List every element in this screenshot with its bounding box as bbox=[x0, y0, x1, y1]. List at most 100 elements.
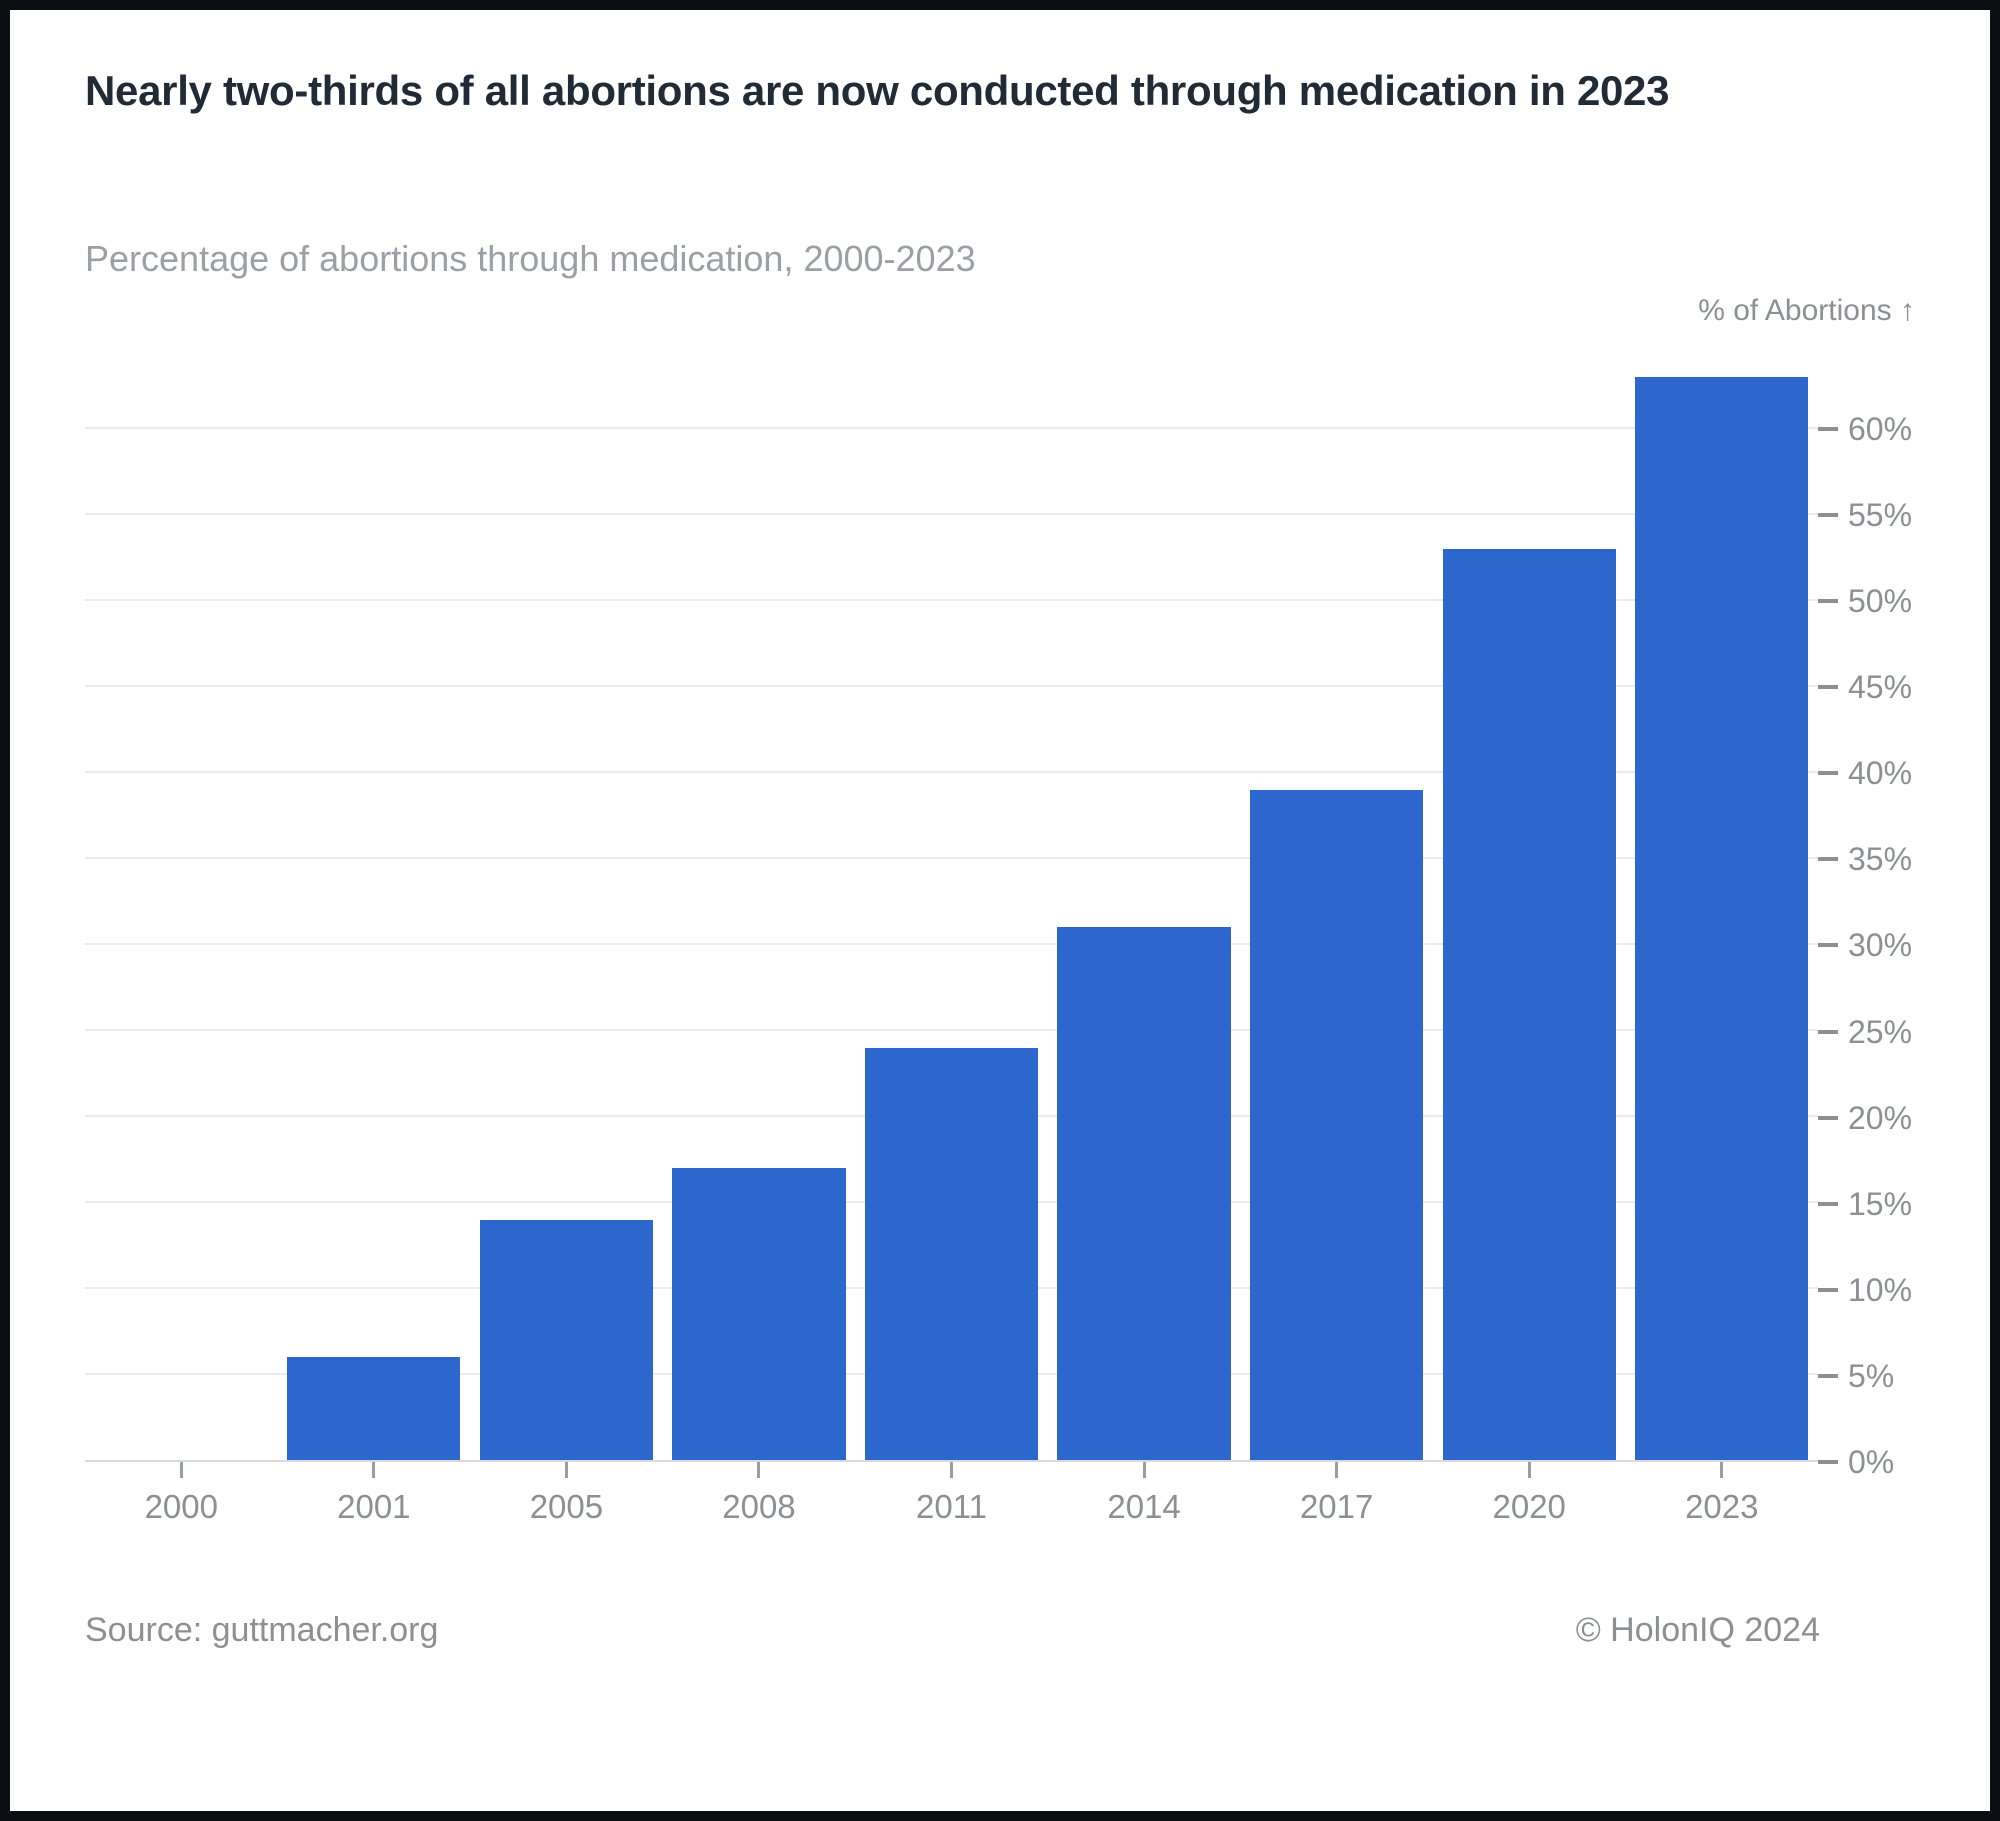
x-tick-mark bbox=[179, 1462, 183, 1479]
y-tick-5pct: 5% bbox=[1818, 1359, 1894, 1393]
bar-2023 bbox=[1635, 376, 1809, 1461]
gridline-50pct bbox=[85, 599, 1818, 602]
bar-slot-2014 bbox=[1048, 342, 1241, 1461]
source-note: Source: guttmacher.org bbox=[85, 1611, 439, 1650]
bar-slot-2000 bbox=[85, 342, 278, 1460]
bar-chart: % of Abortions ↑ 0% 5% 10% 15% 20% 25% 30% 35% 4… bbox=[85, 294, 1915, 1526]
x-tick-mark bbox=[757, 1462, 761, 1479]
x-slot-2014: 2014 bbox=[1048, 1462, 1241, 1526]
y-tick-mark bbox=[1818, 1115, 1838, 1120]
x-tick-label-2001: 2001 bbox=[337, 1488, 411, 1526]
x-slot-2000: 2000 bbox=[85, 1462, 278, 1526]
y-tick-label: 15% bbox=[1848, 1185, 1913, 1222]
y-tick-20pct: 20% bbox=[1818, 1101, 1912, 1135]
y-tick-50pct: 50% bbox=[1818, 584, 1912, 618]
x-tick-label-2005: 2005 bbox=[529, 1488, 604, 1526]
x-tick-mark bbox=[1527, 1462, 1531, 1479]
x-tick-label-2017: 2017 bbox=[1299, 1488, 1374, 1526]
y-tick-label: 60% bbox=[1848, 410, 1913, 447]
y-tick-mark bbox=[1818, 512, 1838, 517]
gridline-30pct bbox=[85, 943, 1818, 946]
y-tick-mark bbox=[1818, 598, 1838, 603]
x-tick-mark bbox=[372, 1462, 376, 1479]
bar-2014 bbox=[1057, 927, 1231, 1461]
y-tick-mark bbox=[1818, 1374, 1838, 1379]
chart-card: Nearly two-thirds of all abortions are n… bbox=[10, 10, 1990, 1811]
y-tick-mark bbox=[1818, 685, 1838, 690]
y-tick-55pct: 55% bbox=[1818, 498, 1912, 532]
x-tick-mark bbox=[1720, 1462, 1724, 1479]
x-tick-mark bbox=[950, 1462, 954, 1479]
bar-slot-2017 bbox=[1240, 342, 1433, 1461]
plot-area bbox=[85, 342, 1819, 1463]
y-tick-0pct: 0% bbox=[1818, 1445, 1894, 1479]
gridline-25pct bbox=[85, 1029, 1818, 1032]
y-tick-45pct: 45% bbox=[1818, 670, 1912, 704]
gridline-40pct bbox=[85, 771, 1818, 774]
chart-subtitle: Percentage of abortions through medicati… bbox=[85, 238, 976, 280]
y-tick-mark bbox=[1818, 1460, 1838, 1465]
x-slot-2001: 2001 bbox=[278, 1462, 471, 1526]
x-slot-2020: 2020 bbox=[1433, 1462, 1626, 1526]
y-tick-mark bbox=[1818, 426, 1838, 431]
x-tick-label-2023: 2023 bbox=[1685, 1488, 1759, 1526]
y-tick-mark bbox=[1818, 857, 1838, 862]
y-tick-30pct: 30% bbox=[1818, 928, 1912, 962]
bar-2020 bbox=[1442, 548, 1616, 1461]
bar-2011 bbox=[864, 1047, 1039, 1461]
x-slot-2005: 2005 bbox=[470, 1462, 663, 1526]
x-tick-mark bbox=[1142, 1462, 1146, 1479]
x-tick-label-2008: 2008 bbox=[722, 1488, 796, 1526]
y-tick-label: 50% bbox=[1848, 582, 1913, 619]
y-tick-label: 35% bbox=[1848, 841, 1913, 878]
x-slot-2017: 2017 bbox=[1240, 1462, 1433, 1526]
x-slot-2008: 2008 bbox=[663, 1462, 856, 1526]
y-tick-label: 0% bbox=[1848, 1444, 1895, 1481]
bar-slot-2001 bbox=[278, 342, 471, 1461]
x-tick-mark bbox=[564, 1462, 568, 1479]
bar-2001 bbox=[287, 1357, 461, 1461]
y-tick-15pct: 15% bbox=[1818, 1187, 1912, 1221]
gridline-35pct bbox=[85, 857, 1818, 860]
y-axis-labels: 0% 5% 10% 15% 20% 25% 30% 35% 40% 45% 50% 55% 60% bbox=[1818, 342, 1915, 1478]
y-tick-label: 55% bbox=[1848, 496, 1913, 533]
y-tick-label: 20% bbox=[1848, 1099, 1913, 1136]
gridline-45pct bbox=[85, 685, 1818, 688]
y-tick-60pct: 60% bbox=[1818, 412, 1912, 446]
y-tick-label: 5% bbox=[1848, 1358, 1895, 1395]
gridline-60pct bbox=[85, 427, 1818, 430]
gridline-55pct bbox=[85, 513, 1818, 516]
bar-slot-2005 bbox=[470, 342, 663, 1461]
bar-2017 bbox=[1250, 789, 1424, 1461]
page-title: Nearly two-thirds of all abortions are n… bbox=[85, 67, 1670, 114]
y-tick-mark bbox=[1818, 1201, 1838, 1206]
y-tick-label: 30% bbox=[1848, 927, 1913, 964]
x-slot-2011: 2011 bbox=[855, 1462, 1048, 1526]
bar-slot-2023 bbox=[1626, 342, 1819, 1461]
y-tick-mark bbox=[1818, 1288, 1838, 1293]
y-tick-25pct: 25% bbox=[1818, 1015, 1912, 1049]
y-tick-35pct: 35% bbox=[1818, 842, 1912, 876]
y-axis-title: % of Abortions ↑ bbox=[1698, 294, 1915, 328]
x-tick-label-2014: 2014 bbox=[1107, 1488, 1181, 1526]
y-tick-mark bbox=[1818, 771, 1838, 776]
bar-slot-2011 bbox=[855, 342, 1048, 1461]
bar-2005 bbox=[479, 1219, 654, 1461]
bar-2008 bbox=[672, 1168, 846, 1461]
y-tick-mark bbox=[1818, 943, 1838, 948]
y-tick-mark bbox=[1818, 1029, 1838, 1034]
y-tick-label: 40% bbox=[1848, 755, 1913, 792]
y-tick-label: 25% bbox=[1848, 1013, 1913, 1050]
x-slot-2023: 2023 bbox=[1626, 1462, 1819, 1526]
chart-footer: Source: guttmacher.org © HolonIQ 2024 bbox=[85, 1611, 1915, 1650]
x-axis: 2000 2001 2005 2008 2011 2014 2017 2020 2023 bbox=[85, 1462, 1818, 1526]
x-tick-label-2020: 2020 bbox=[1492, 1488, 1566, 1526]
y-tick-label: 10% bbox=[1848, 1272, 1913, 1309]
bars-row bbox=[85, 342, 1819, 1461]
bar-slot-2008 bbox=[663, 342, 856, 1461]
x-tick-mark bbox=[1335, 1462, 1339, 1479]
x-tick-label-2011: 2011 bbox=[916, 1488, 988, 1526]
y-tick-10pct: 10% bbox=[1818, 1273, 1912, 1307]
x-tick-label-2000: 2000 bbox=[144, 1488, 218, 1526]
